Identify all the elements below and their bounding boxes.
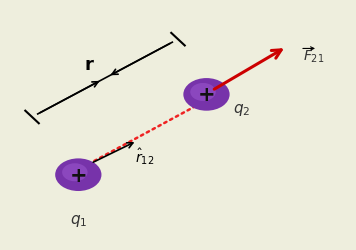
- Circle shape: [55, 159, 101, 191]
- Text: $\hat{r}_{12}$: $\hat{r}_{12}$: [135, 146, 155, 167]
- Text: +: +: [69, 165, 87, 185]
- Circle shape: [183, 79, 230, 111]
- Circle shape: [62, 164, 88, 182]
- Text: +: +: [198, 85, 215, 105]
- Text: $q_1$: $q_1$: [70, 212, 87, 228]
- Circle shape: [190, 84, 216, 102]
- Text: $\mathbf{r}$: $\mathbf{r}$: [84, 56, 94, 74]
- Text: $q_2$: $q_2$: [234, 102, 251, 118]
- Text: $F_{21}$: $F_{21}$: [303, 48, 324, 64]
